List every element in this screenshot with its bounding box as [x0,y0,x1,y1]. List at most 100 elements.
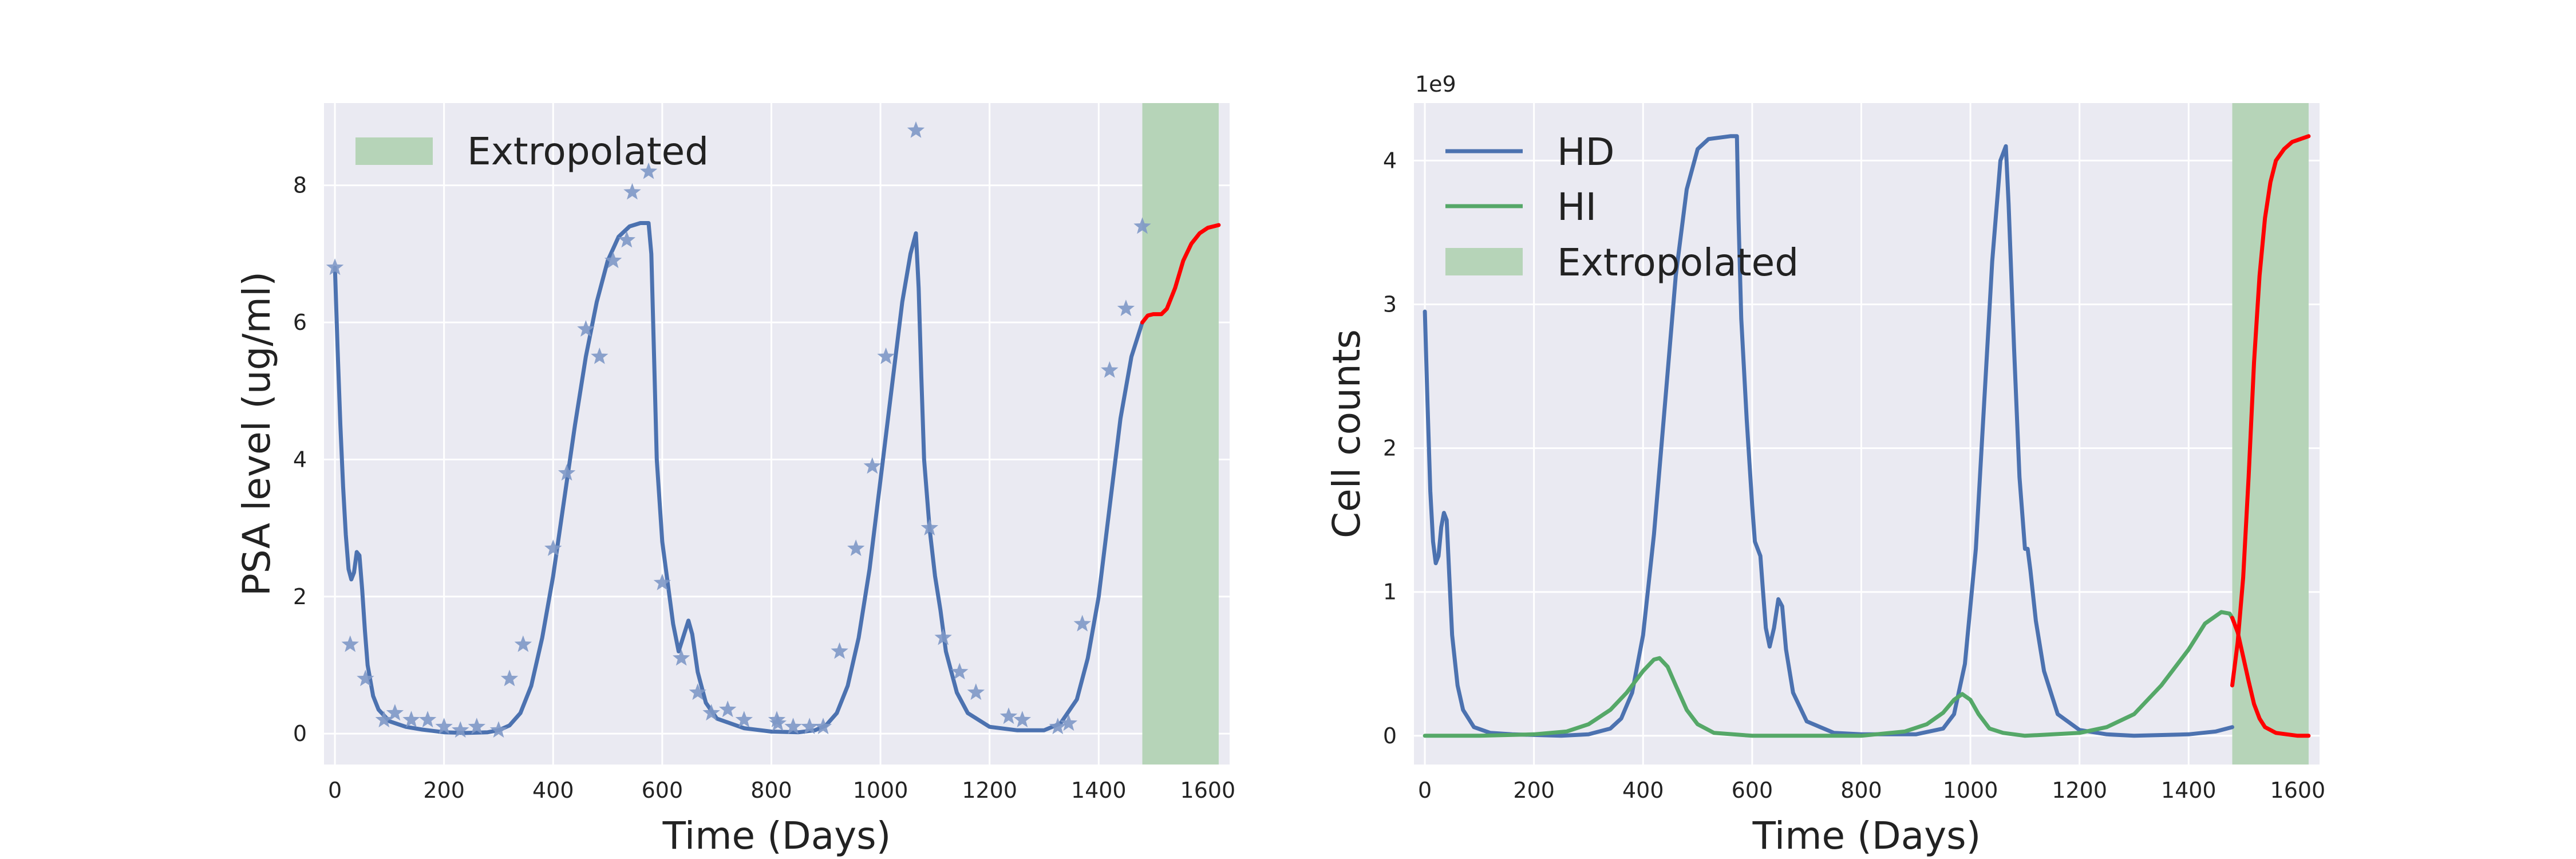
data-point-star [653,573,671,590]
x-tick-label: 600 [1732,778,1773,803]
cell-chart-y-ticks: 0 1 2 3 4 [1383,148,1397,748]
y-tick-label: 0 [293,721,307,746]
data-point-star [623,183,641,200]
data-point-star [847,539,865,556]
data-point-star [386,704,404,721]
data-point-star [719,700,737,718]
y-tick-label: 2 [1383,436,1397,461]
x-tick-label: 800 [1840,778,1882,803]
x-tick-label: 1200 [2052,778,2107,803]
y-tick-label: 1 [1383,580,1397,605]
data-point-star [435,718,453,735]
x-tick-label: 400 [1622,778,1664,803]
data-point-star [863,457,881,474]
psa-chart-axes-area [324,103,1230,765]
data-point-star [769,714,787,731]
psa-chart-series [326,121,1221,738]
data-point-star [673,649,690,666]
x-tick-label: 0 [1418,778,1432,803]
x-tick-label: 1600 [1180,778,1236,803]
x-tick-label: 200 [1513,778,1555,803]
cell-chart-x-label: Time (Days) [1752,814,1981,858]
y-tick-label: 8 [293,173,307,198]
psa-chart-y-ticks: 0 2 4 6 8 [293,173,307,747]
legend-extrapolated-swatch [1445,248,1523,275]
data-point-star [907,121,925,138]
legend-hi-label: HI [1557,185,1597,229]
cell-chart-y-label: Cell counts [1325,329,1369,538]
data-point-star [500,669,519,687]
data-point-star [784,718,802,735]
data-point-star [489,721,508,738]
data-point-star [735,711,753,728]
series-line-extrapolated-3 [2230,134,2311,688]
series-line-hi [1423,610,2234,738]
x-tick-label: 1000 [1943,778,1998,803]
data-point-star [639,162,658,179]
x-tick-label: 600 [642,778,683,803]
cell-chart-axes-area [1414,103,2320,765]
data-point-star [452,721,469,738]
data-point-star [967,683,985,700]
x-tick-label: 1400 [1071,778,1127,803]
data-point-star [591,347,609,364]
psa-level-chart: 0 200 400 600 800 1000 1200 1400 1600 0 2 4 6 8 Time… [235,103,1235,858]
series-line-hd [1423,134,2234,738]
x-tick-label: 0 [328,778,342,803]
data-point-star [999,707,1018,724]
data-point-star [341,635,359,652]
data-point-star [920,519,939,535]
psa-extrapolated-band [1142,103,1219,765]
y-tick-label: 6 [293,310,307,335]
data-point-star [1133,217,1151,234]
data-point-star [558,464,576,481]
psa-chart-x-ticks: 0 200 400 600 800 1000 1200 1400 1600 [328,778,1235,803]
cell-extrapolated-band [2232,103,2309,765]
series-line-extrapolated-2 [2230,616,2311,738]
series-line-extrapolated-1 [1140,223,1221,325]
data-point-star [702,704,720,721]
data-point-star [1060,714,1078,731]
y-tick-label: 0 [1383,723,1397,748]
data-point-star [402,711,420,728]
x-tick-label: 1600 [2270,778,2326,803]
data-point-star [689,683,706,700]
data-point-star [1101,361,1119,378]
legend-extrapolated-swatch [355,137,433,165]
data-point-star [618,231,636,248]
x-tick-label: 400 [532,778,574,803]
data-point-star [831,642,848,659]
legend-hd-label: HD [1557,130,1614,174]
series-line-fit [333,221,1144,735]
x-tick-label: 1400 [2161,778,2217,803]
y-tick-label: 3 [1383,292,1397,317]
psa-chart-y-label: PSA level (ug/ml) [235,271,279,596]
data-point-star [1049,718,1066,735]
data-point-star [604,251,622,269]
x-tick-label: 1200 [962,778,1017,803]
psa-chart-x-label: Time (Days) [662,814,891,858]
cell-chart-series [1423,134,2311,738]
data-point-star [814,718,832,735]
cell-chart-y-offset-label: 1e9 [1415,72,1456,97]
x-tick-label: 1000 [853,778,908,803]
legend-extrapolated-label: Extropolated [1557,241,1799,285]
x-tick-label: 800 [750,778,792,803]
y-tick-label: 4 [1383,148,1397,173]
data-point-star [577,320,595,337]
data-point-star [514,635,532,652]
cell-chart-x-ticks: 0 200 400 600 800 1000 1200 1400 1600 [1418,778,2325,803]
data-point-star [326,258,344,275]
data-point-star [418,711,437,728]
data-point-star [1013,711,1032,728]
psa-chart-legend: Extropolated [355,129,709,174]
data-point-star [951,663,969,680]
y-tick-label: 4 [293,447,307,472]
data-point-star [544,539,562,556]
data-point-star [1117,300,1135,316]
data-point-star [375,711,393,728]
legend-extrapolated-label: Extropolated [467,129,709,174]
y-tick-label: 2 [293,584,307,609]
